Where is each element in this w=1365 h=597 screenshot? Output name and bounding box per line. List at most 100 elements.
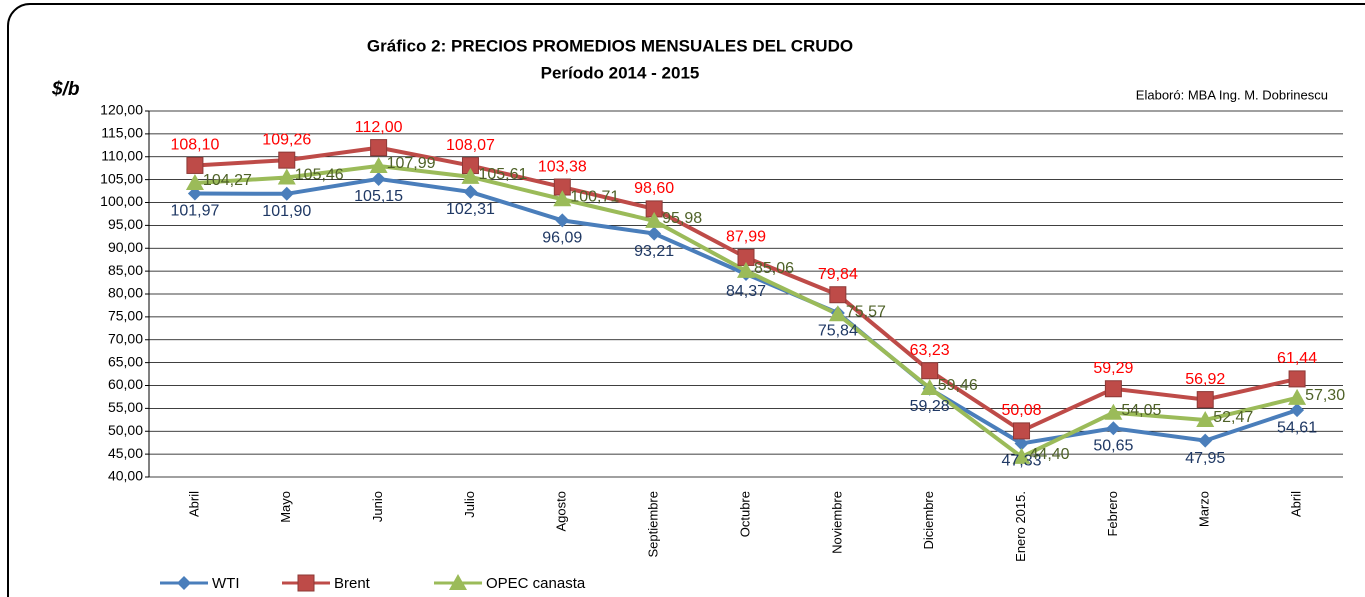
data-label: 108,07 — [446, 137, 495, 154]
data-label: 108,10 — [170, 137, 219, 154]
y-tick-label: 55,00 — [108, 399, 143, 415]
x-tick-label: Octubre — [737, 491, 752, 537]
x-tick-label: Noviembre — [829, 491, 844, 554]
x-tick-label: Julio — [462, 491, 477, 518]
marker — [828, 305, 847, 322]
legend-label: Brent — [334, 575, 371, 592]
marker — [829, 286, 847, 304]
legend-label: OPEC canasta — [486, 575, 586, 592]
y-tick-label: 50,00 — [108, 422, 143, 438]
x-tick-label: Abril — [186, 491, 201, 517]
marker — [278, 151, 296, 169]
y-tick-label: 95,00 — [108, 216, 143, 232]
marker — [1288, 388, 1307, 405]
y-tick-label: 85,00 — [108, 262, 143, 278]
marker — [185, 173, 204, 190]
marker — [1290, 403, 1305, 418]
marker — [463, 184, 478, 199]
marker — [920, 378, 939, 395]
y-tick-label: 90,00 — [108, 239, 143, 255]
y-tick-label: 120,00 — [100, 102, 143, 118]
data-label: 79,84 — [818, 266, 858, 283]
data-label: 95,98 — [662, 210, 702, 227]
legend-marker — [177, 576, 191, 590]
data-label: 47,95 — [1185, 450, 1225, 467]
data-label: 61,44 — [1277, 350, 1317, 367]
y-tick-label: 115,00 — [101, 125, 143, 141]
data-label: 63,23 — [910, 342, 950, 359]
marker — [1106, 421, 1121, 436]
legend-marker — [449, 574, 467, 590]
marker — [371, 171, 386, 186]
data-label: 56,92 — [1185, 371, 1225, 388]
data-label: 96,09 — [542, 230, 582, 247]
data-label: 59,46 — [938, 377, 978, 394]
marker — [1013, 422, 1031, 440]
legend-marker — [297, 574, 315, 592]
data-label: 105,61 — [478, 166, 527, 183]
data-label: 103,38 — [538, 158, 587, 175]
chart-title: Gráfico 2: PRECIOS PROMEDIOS MENSUALES D… — [367, 36, 853, 55]
data-label: 105,46 — [295, 167, 344, 184]
x-tick-label: Febrero — [1105, 491, 1120, 537]
y-tick-label: 110,00 — [101, 147, 143, 163]
data-label: 102,31 — [446, 201, 495, 218]
x-tick-label: Agosto — [554, 491, 569, 531]
data-label: 93,21 — [634, 243, 674, 260]
marker — [1104, 403, 1123, 420]
data-label: 87,99 — [726, 229, 766, 246]
marker — [369, 156, 388, 173]
x-tick-label: Abril — [1289, 491, 1304, 517]
data-label: 50,08 — [1002, 402, 1042, 419]
marker — [186, 156, 204, 174]
marker — [555, 213, 570, 228]
data-label: 54,05 — [1121, 402, 1161, 419]
x-tick-label: Junio — [370, 491, 385, 522]
data-label: 105,15 — [354, 188, 403, 205]
marker — [187, 186, 202, 201]
marker — [277, 168, 296, 185]
y-tick-label: 100,00 — [100, 193, 143, 209]
marker — [645, 211, 664, 228]
data-label: 109,26 — [262, 131, 311, 148]
y-tick-label: 75,00 — [108, 308, 143, 324]
data-label: 54,61 — [1277, 419, 1317, 436]
marker — [647, 226, 662, 241]
data-label: 50,65 — [1093, 437, 1133, 454]
x-tick-label: Enero 2015. — [1013, 491, 1028, 562]
data-label: 98,60 — [634, 180, 674, 197]
marker — [461, 167, 480, 184]
marker — [1196, 391, 1214, 409]
x-tick-label: Diciembre — [921, 491, 936, 550]
data-label: 59,29 — [1093, 360, 1133, 377]
data-label: 101,97 — [170, 203, 219, 220]
data-label: 47,33 — [1002, 453, 1042, 470]
data-label: 57,30 — [1305, 387, 1345, 404]
annotation: Elaboró: MBA Ing. M. Dobrinescu — [1136, 87, 1328, 102]
marker — [553, 190, 572, 207]
data-label: 101,90 — [262, 203, 311, 220]
y-tick-label: 60,00 — [108, 376, 143, 392]
marker — [279, 186, 294, 201]
y-tick-label: 65,00 — [108, 353, 143, 369]
data-label: 107,99 — [387, 155, 436, 172]
marker — [737, 261, 755, 278]
y-tick-label: 80,00 — [108, 285, 143, 301]
data-label: 100,71 — [570, 188, 619, 205]
y-tick-label: 40,00 — [108, 468, 143, 484]
marker — [1014, 436, 1029, 451]
data-label: 52,47 — [1213, 409, 1253, 426]
y-tick-label: 105,00 — [100, 170, 143, 186]
marker — [1012, 447, 1031, 464]
data-label: 59,28 — [910, 398, 950, 415]
data-label: 112,00 — [355, 119, 403, 136]
marker — [1198, 433, 1213, 448]
marker — [1288, 370, 1306, 388]
marker — [1104, 380, 1122, 398]
data-label: 85,06 — [754, 260, 794, 277]
marker — [921, 362, 939, 380]
y-tick-label: 70,00 — [108, 330, 143, 346]
y-tick-label: 45,00 — [108, 445, 143, 461]
data-label: 75,57 — [846, 303, 886, 320]
marker — [1196, 410, 1215, 427]
